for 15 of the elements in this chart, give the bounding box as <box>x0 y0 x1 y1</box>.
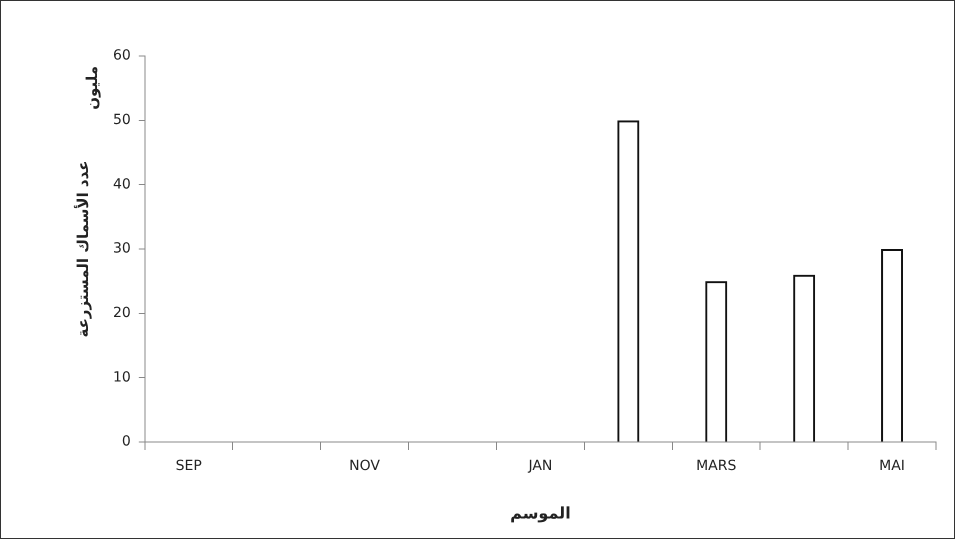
y-tick-label: 0 <box>122 434 131 450</box>
y-tick-label: 30 <box>112 240 131 257</box>
y-tick-label: 50 <box>112 112 131 128</box>
y-tick-label: 20 <box>112 304 131 321</box>
x-tick-label: MARS <box>696 458 736 474</box>
x-tick-label: MAI <box>879 458 905 474</box>
text: مليون <box>82 66 101 110</box>
x-tick-label: SEP <box>176 458 202 474</box>
x-tick-label: NOV <box>349 458 380 474</box>
y-tick-label: 10 <box>112 369 131 386</box>
x-axis-title: الموسم <box>510 504 571 523</box>
y-tick-label: 40 <box>112 176 131 192</box>
x-tick-label: JAN <box>527 458 552 474</box>
y-axis-title: عدد الأسماك المستزرعة <box>72 160 92 338</box>
y-tick-label: 60 <box>112 48 131 64</box>
